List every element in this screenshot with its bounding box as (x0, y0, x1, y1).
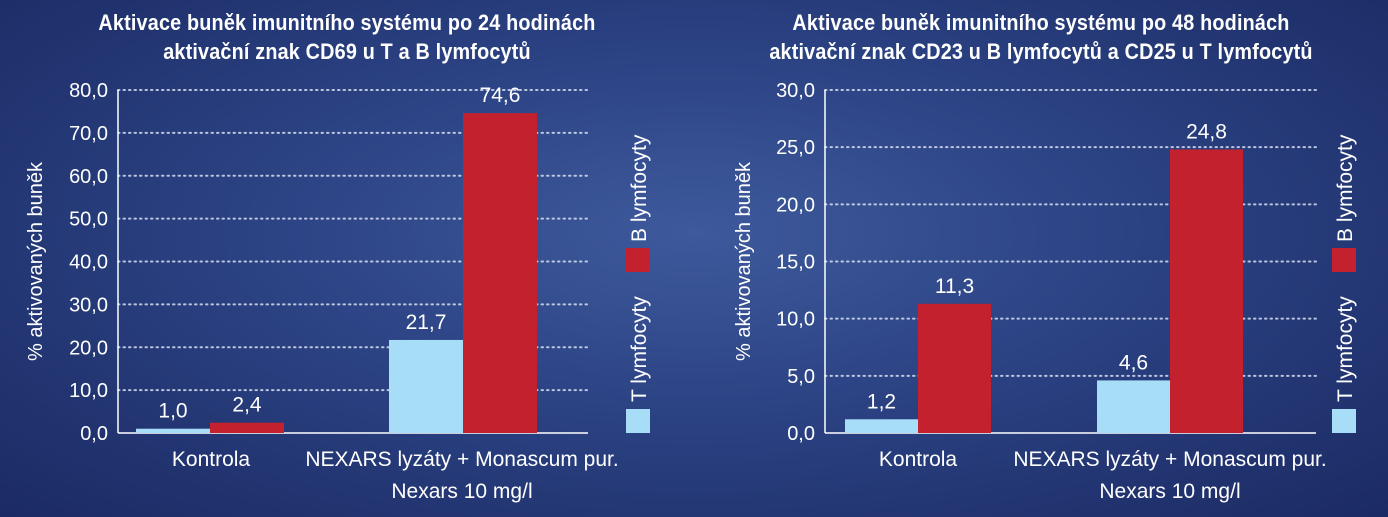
bar (1097, 380, 1170, 433)
x-category-label: Kontrola (879, 448, 958, 471)
y-tick-label: 25,0 (776, 137, 815, 159)
chart-title: Aktivace buněk imunitního systému po 24 … (35, 8, 660, 66)
y-tick-label: 50,0 (69, 209, 108, 231)
y-tick-label: 30,0 (776, 80, 815, 102)
bar (845, 419, 918, 433)
chart-title-line: Aktivace buněk imunitního systému po 48 … (792, 10, 1290, 35)
chart-title: Aktivace buněk imunitního systému po 48 … (729, 8, 1354, 66)
legend-swatch-t (626, 409, 650, 433)
chart-subtitle: aktivační znak CD69 u T a B lymfocytů (163, 39, 531, 64)
x-category-label: NEXARS lyzáty + Monascum pur. (305, 448, 618, 471)
x-category-label: Nexars 10 mg/l (1099, 480, 1240, 503)
legend-swatch-b (1332, 248, 1356, 272)
y-axis-title: % aktivovaných buněk (25, 161, 47, 361)
legend-label-b: B lymfocyty (628, 134, 651, 242)
data-label: 74,6 (480, 84, 521, 107)
bar (136, 428, 210, 433)
y-tick-label: 10,0 (69, 380, 108, 402)
y-tick-label: 20,0 (776, 194, 815, 216)
bar (463, 113, 537, 433)
chart-title-line: Aktivace buněk imunitního systému po 24 … (98, 10, 596, 35)
y-tick-label: 60,0 (69, 166, 108, 188)
y-tick-label: 5,0 (787, 366, 815, 388)
y-tick-label: 70,0 (69, 123, 108, 145)
y-tick-label: 0,0 (787, 423, 815, 445)
legend-label-t: T lymfocyty (628, 296, 651, 402)
chart-subtitle: aktivační znak CD23 u B lymfocytů a CD25… (769, 39, 1313, 64)
data-label: 21,7 (406, 311, 447, 334)
legend-label-t: T lymfocyty (1334, 296, 1357, 402)
x-category-label: Kontrola (172, 448, 251, 471)
y-tick-label: 80,0 (69, 80, 108, 102)
data-label: 11,3 (935, 275, 974, 298)
bar-chart-24h: 0,0 10,0 20,0 30,0 40,0 50,0 60,0 70,0 80,0 % akt… (25, 80, 651, 503)
bar (210, 422, 284, 433)
bar (389, 339, 463, 433)
data-label: 1,0 (158, 400, 187, 423)
x-category-label: Nexars 10 mg/l (391, 480, 532, 503)
data-label: 1,2 (867, 390, 896, 413)
legend-label-b: B lymfocyty (1334, 134, 1357, 242)
bar (918, 303, 991, 433)
y-tick-label: 10,0 (776, 309, 815, 331)
y-tick-label: 20,0 (69, 337, 108, 359)
y-tick-label: 30,0 (69, 294, 108, 316)
x-category-label: NEXARS lyzáty + Monascum pur. (1013, 448, 1326, 471)
data-label: 4,6 (1119, 351, 1148, 374)
y-tick-label: 40,0 (69, 252, 108, 274)
chart-panel-48h: Aktivace buněk imunitního systému po 48 … (694, 0, 1388, 517)
legend-swatch-b (626, 248, 650, 272)
y-tick-label: 0,0 (80, 423, 108, 445)
y-axis-title: % aktivovaných buněk (733, 161, 755, 361)
bar-chart-48h: 0,0 5,0 10,0 15,0 20,0 25,0 30,0 % aktivovaných… (733, 80, 1357, 503)
y-tick-label: 15,0 (776, 252, 815, 274)
legend-swatch-t (1332, 409, 1356, 433)
chart-panel-24h: Aktivace buněk imunitního systému po 24 … (25, 8, 660, 503)
data-label: 2,4 (232, 394, 262, 417)
bar (1170, 149, 1243, 433)
data-label: 24,8 (1186, 120, 1227, 143)
